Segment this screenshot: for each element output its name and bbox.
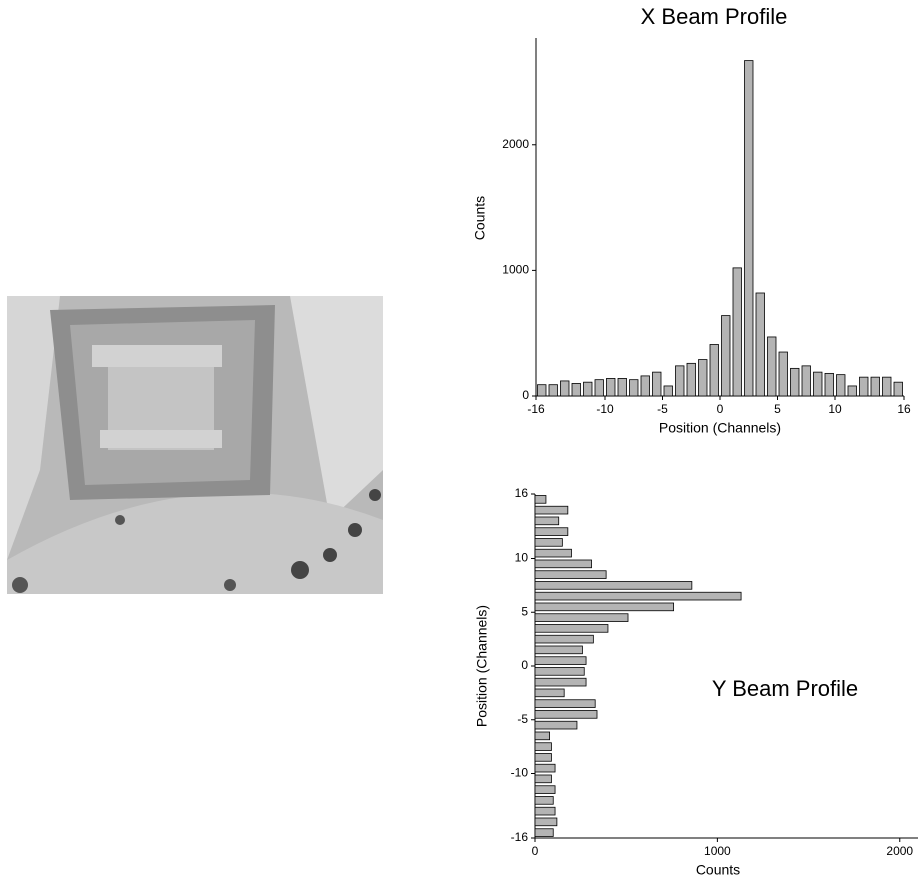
bar [790,367,800,397]
bar [534,785,556,794]
bar [744,60,754,397]
x-tick-label: 5 [774,402,781,416]
bar [534,817,558,827]
bar [534,763,556,773]
bar [534,774,552,784]
bar [778,351,788,397]
bar [847,385,857,397]
bar [732,267,742,397]
bar [534,634,594,644]
bar [583,381,593,397]
bar [534,710,598,719]
bar [537,384,547,397]
x-tick-label: -16 [527,402,545,416]
bar [534,806,556,816]
chart-title: Y Beam Profile [712,676,858,701]
bar [534,699,596,708]
bar [534,613,629,622]
bar [663,385,673,397]
y-tick-label: 0 [522,388,529,402]
y-tick-label: 10 [515,551,529,565]
photo [7,296,383,594]
bar [534,667,585,676]
x-tick-label: 2000 [886,844,913,858]
bar [534,505,569,515]
bar [824,372,834,397]
bar [534,581,693,590]
bar [534,516,560,526]
bar [534,548,572,558]
bar [675,365,685,397]
bar [721,315,731,397]
bar [594,379,604,397]
bar [767,336,777,397]
bar [836,374,846,397]
bar [755,292,765,397]
bar [534,720,578,730]
bar [534,559,592,569]
bar [534,753,552,762]
bar [534,677,587,687]
bar [534,828,554,837]
bar [534,591,742,601]
bar [801,365,811,397]
y-axis-title: Counts [472,196,488,240]
y-tick-label: 2000 [502,137,529,151]
y-tick-label: -10 [511,766,529,780]
bar [534,796,554,805]
y-tick-label: 1000 [502,263,529,277]
y-tick-label: 16 [515,486,529,500]
bar [534,495,547,504]
bar [698,359,708,397]
bar [617,378,627,397]
x-tick-label: 0 [532,844,539,858]
bar [534,656,587,665]
bar [882,376,892,397]
bar [813,371,823,397]
x-axis-title: Counts [696,862,740,878]
bar [629,379,639,397]
x-tick-label: 1000 [704,844,731,858]
bar [859,376,869,397]
bar [606,378,616,397]
bar [640,375,650,397]
bar [560,380,570,397]
bar [534,602,675,612]
x-tick-label: 10 [828,402,842,416]
bar [534,624,609,633]
bar [548,384,558,397]
y-axis-title: Position (Channels) [474,605,490,727]
y-tick-label: 5 [521,604,528,618]
y-tick-label: -5 [517,712,528,726]
bar [534,570,607,579]
chart-title: X Beam Profile [641,4,788,29]
bar [534,742,552,751]
x-tick-label: -5 [657,402,668,416]
bar [534,645,583,655]
bar [686,362,696,397]
x-tick-label: 16 [897,402,911,416]
bar [893,381,903,397]
bar [534,527,569,536]
bar [571,383,581,397]
y-tick-label: -16 [511,830,529,844]
bar [534,538,563,547]
bar [709,344,719,397]
x-tick-label: 0 [717,402,724,416]
y-tick-label: 0 [521,658,528,672]
bar [534,688,565,698]
bar [652,371,662,397]
x-tick-label: -10 [596,402,614,416]
x-axis-title: Position (Channels) [659,420,781,436]
bar [870,376,880,397]
bar [534,731,550,741]
